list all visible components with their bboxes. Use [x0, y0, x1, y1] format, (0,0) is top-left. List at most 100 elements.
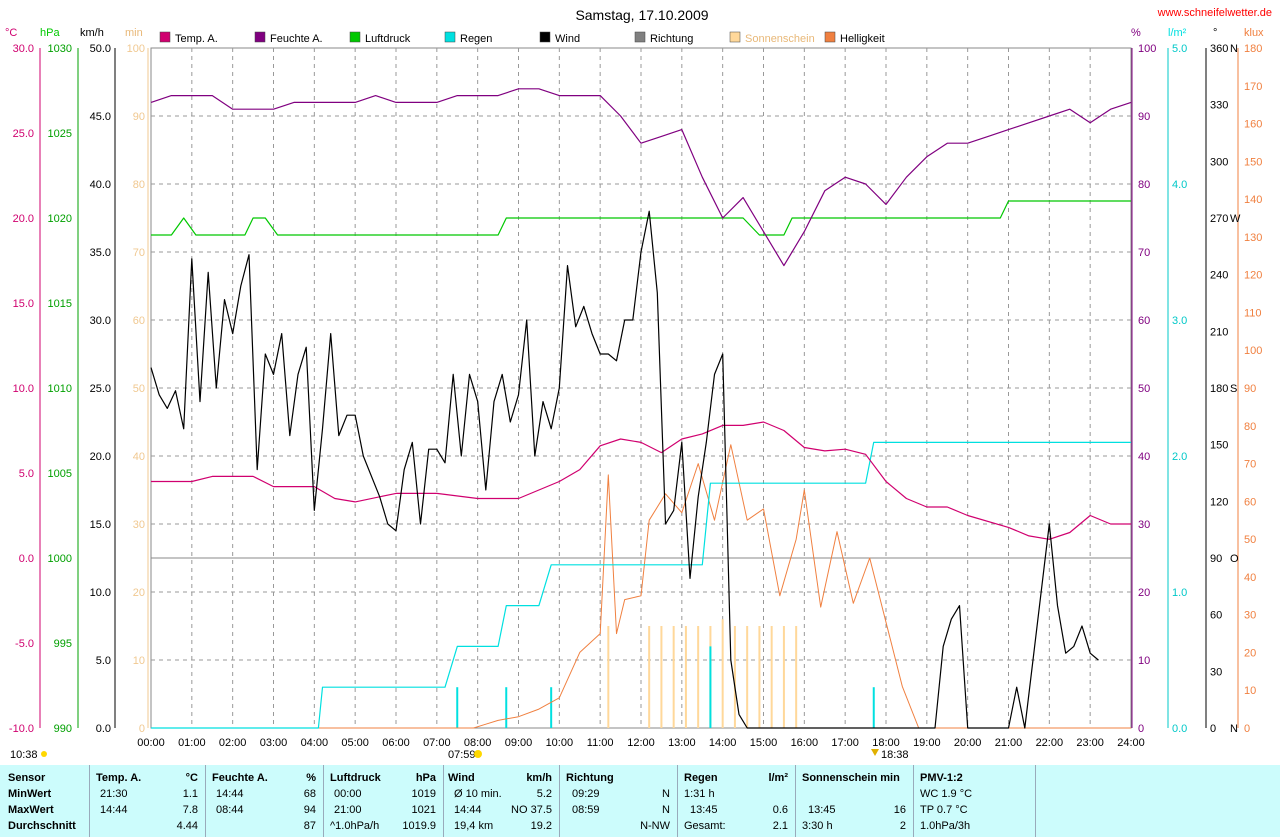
tick-label-brightness: 90 — [1244, 383, 1256, 395]
tick-label-direction: 90 — [1210, 553, 1222, 565]
tick-label-wind: 20.0 — [90, 451, 111, 463]
unit-label-pressure: hPa — [40, 27, 60, 39]
temp-header: Temp. A. — [96, 772, 142, 784]
tick-label-direction: 270 — [1210, 213, 1228, 225]
series-line-rain — [151, 441, 1131, 729]
legend-label-wind: Wind — [555, 33, 580, 45]
x-tick-label: 01:00 — [178, 737, 206, 749]
legend: Temp. A. Feuchte A. Luftdruck Regen Wind Rich… — [159, 31, 885, 45]
plot-area — [150, 88, 1132, 729]
tick-label-brightness: 20 — [1244, 647, 1256, 659]
sunrise-label: 07:59 — [448, 749, 476, 761]
tick-label-brightness: 120 — [1244, 270, 1262, 282]
rain-total-label: Gesamt: — [684, 820, 726, 832]
legend-label-direction: Richtung — [650, 33, 693, 45]
wind-max-time: 14:44 — [454, 804, 482, 816]
sensor-header: Sensor — [8, 772, 46, 784]
tick-label-pressure: 990 — [54, 723, 72, 735]
tick-label-sunshine: 60 — [133, 315, 145, 327]
tick-label-humidity: 30 — [1138, 519, 1150, 531]
x-tick-label: 16:00 — [791, 737, 819, 749]
tick-label-brightness: 70 — [1244, 459, 1256, 471]
moon-icon — [41, 751, 47, 757]
pmv-windchill: WC 1.9 °C — [920, 788, 973, 800]
pmv-dewpoint: TP 0.7 °C — [920, 804, 968, 816]
pmv-header: PMV-1:2 — [920, 772, 963, 784]
wind-avg-value: 19.2 — [530, 820, 552, 832]
unit-label-brightness: klux — [1244, 27, 1264, 39]
humidity-header: Feuchte A. — [212, 772, 268, 784]
tick-label-sunshine: 30 — [133, 519, 145, 531]
tick-label-wind: 0.0 — [96, 723, 111, 735]
x-tick-label: 07:00 — [423, 737, 451, 749]
legend-swatch-wind — [539, 31, 551, 43]
direction-avg-value: N-NW — [640, 820, 670, 832]
compass-label: O — [1230, 553, 1239, 565]
temp-min-time: 21:30 — [100, 788, 128, 800]
humidity-avg-value: 87 — [303, 820, 316, 832]
tick-label-rain: 3.0 — [1172, 315, 1187, 327]
humidity-max-time: 08:44 — [216, 804, 244, 816]
tick-label-rain: 0.0 — [1172, 723, 1187, 735]
sunshine-max-value: 16 — [893, 804, 906, 816]
tick-label-pressure: 1030 — [48, 43, 72, 55]
wind-unit: km/h — [526, 772, 552, 784]
x-tick-label: 03:00 — [260, 737, 288, 749]
tick-label-brightness: 180 — [1244, 43, 1262, 55]
series-line-humidity — [150, 88, 1132, 267]
tick-label-brightness: 130 — [1244, 232, 1262, 244]
compass-label: N — [1230, 43, 1238, 55]
tick-label-direction: 60 — [1210, 610, 1222, 622]
compass-label: N — [1230, 723, 1238, 735]
unit-label-humidity: % — [1131, 27, 1141, 39]
tick-label-brightness: 40 — [1244, 572, 1256, 584]
tick-label-temp: 5.0 — [19, 468, 34, 480]
wind-min-label: Ø 10 min. — [454, 788, 502, 800]
tick-label-temp: 20.0 — [13, 213, 34, 225]
x-tick-label: 20:00 — [954, 737, 982, 749]
tick-label-humidity: 70 — [1138, 247, 1150, 259]
legend-swatch-rain — [444, 31, 456, 43]
tick-label-rain: 1.0 — [1172, 587, 1187, 599]
direction-min-value: N — [662, 788, 670, 800]
tick-label-pressure: 1005 — [48, 468, 72, 480]
unit-label-sunshine: min — [125, 27, 143, 39]
series-line-pressure — [151, 200, 1131, 236]
tick-label-sunshine: 70 — [133, 247, 145, 259]
series-line-brightness — [151, 444, 1131, 729]
tick-label-sunshine: 10 — [133, 655, 145, 667]
legend-label-pressure: Luftdruck — [365, 33, 411, 45]
sunshine-max-time: 13:45 — [808, 804, 836, 816]
x-tick-label: 14:00 — [709, 737, 737, 749]
x-tick-label: 04:00 — [301, 737, 329, 749]
sunset-label: 18:38 — [881, 749, 909, 761]
tick-label-humidity: 80 — [1138, 179, 1150, 191]
tick-label-humidity: 20 — [1138, 587, 1150, 599]
sunshine-header: Sonnenschein min — [802, 772, 900, 784]
unit-label-rain: l/m² — [1168, 27, 1187, 39]
x-tick-label: 02:00 — [219, 737, 247, 749]
x-tick-label: 11:00 — [587, 737, 614, 749]
stats-humidity-column: Feuchte A. % 14:44 68 08:44 94 87 — [206, 765, 322, 837]
tick-label-brightness: 10 — [1244, 685, 1256, 697]
row-label-max: MaxWert — [8, 804, 54, 816]
x-tick-label: 17:00 — [831, 737, 859, 749]
tick-label-temp: 15.0 — [13, 298, 34, 310]
pressure-max-time: 21:00 — [334, 804, 362, 816]
stats-sensor-column: Sensor MinWert MaxWert Durchschnitt — [0, 765, 88, 837]
tick-label-temp: 25.0 — [13, 128, 34, 140]
tick-label-brightness: 50 — [1244, 534, 1256, 546]
tick-label-direction: 210 — [1210, 326, 1228, 338]
x-tick-label: 24:00 — [1117, 737, 1145, 749]
tick-label-direction: 360 — [1210, 43, 1228, 55]
tick-label-direction: 120 — [1210, 496, 1228, 508]
row-label-min: MinWert — [8, 788, 52, 800]
sunshine-total: 3:30 h — [802, 820, 833, 832]
temp-avg-value: 4.44 — [176, 820, 198, 832]
wind-max-value: NO 37.5 — [511, 804, 552, 816]
tick-label-pressure: 1020 — [48, 213, 72, 225]
tick-label-wind: 25.0 — [90, 383, 111, 395]
legend-swatch-humidity — [254, 31, 266, 43]
x-tick-label: 13:00 — [668, 737, 696, 749]
tick-label-direction: 30 — [1210, 666, 1222, 678]
